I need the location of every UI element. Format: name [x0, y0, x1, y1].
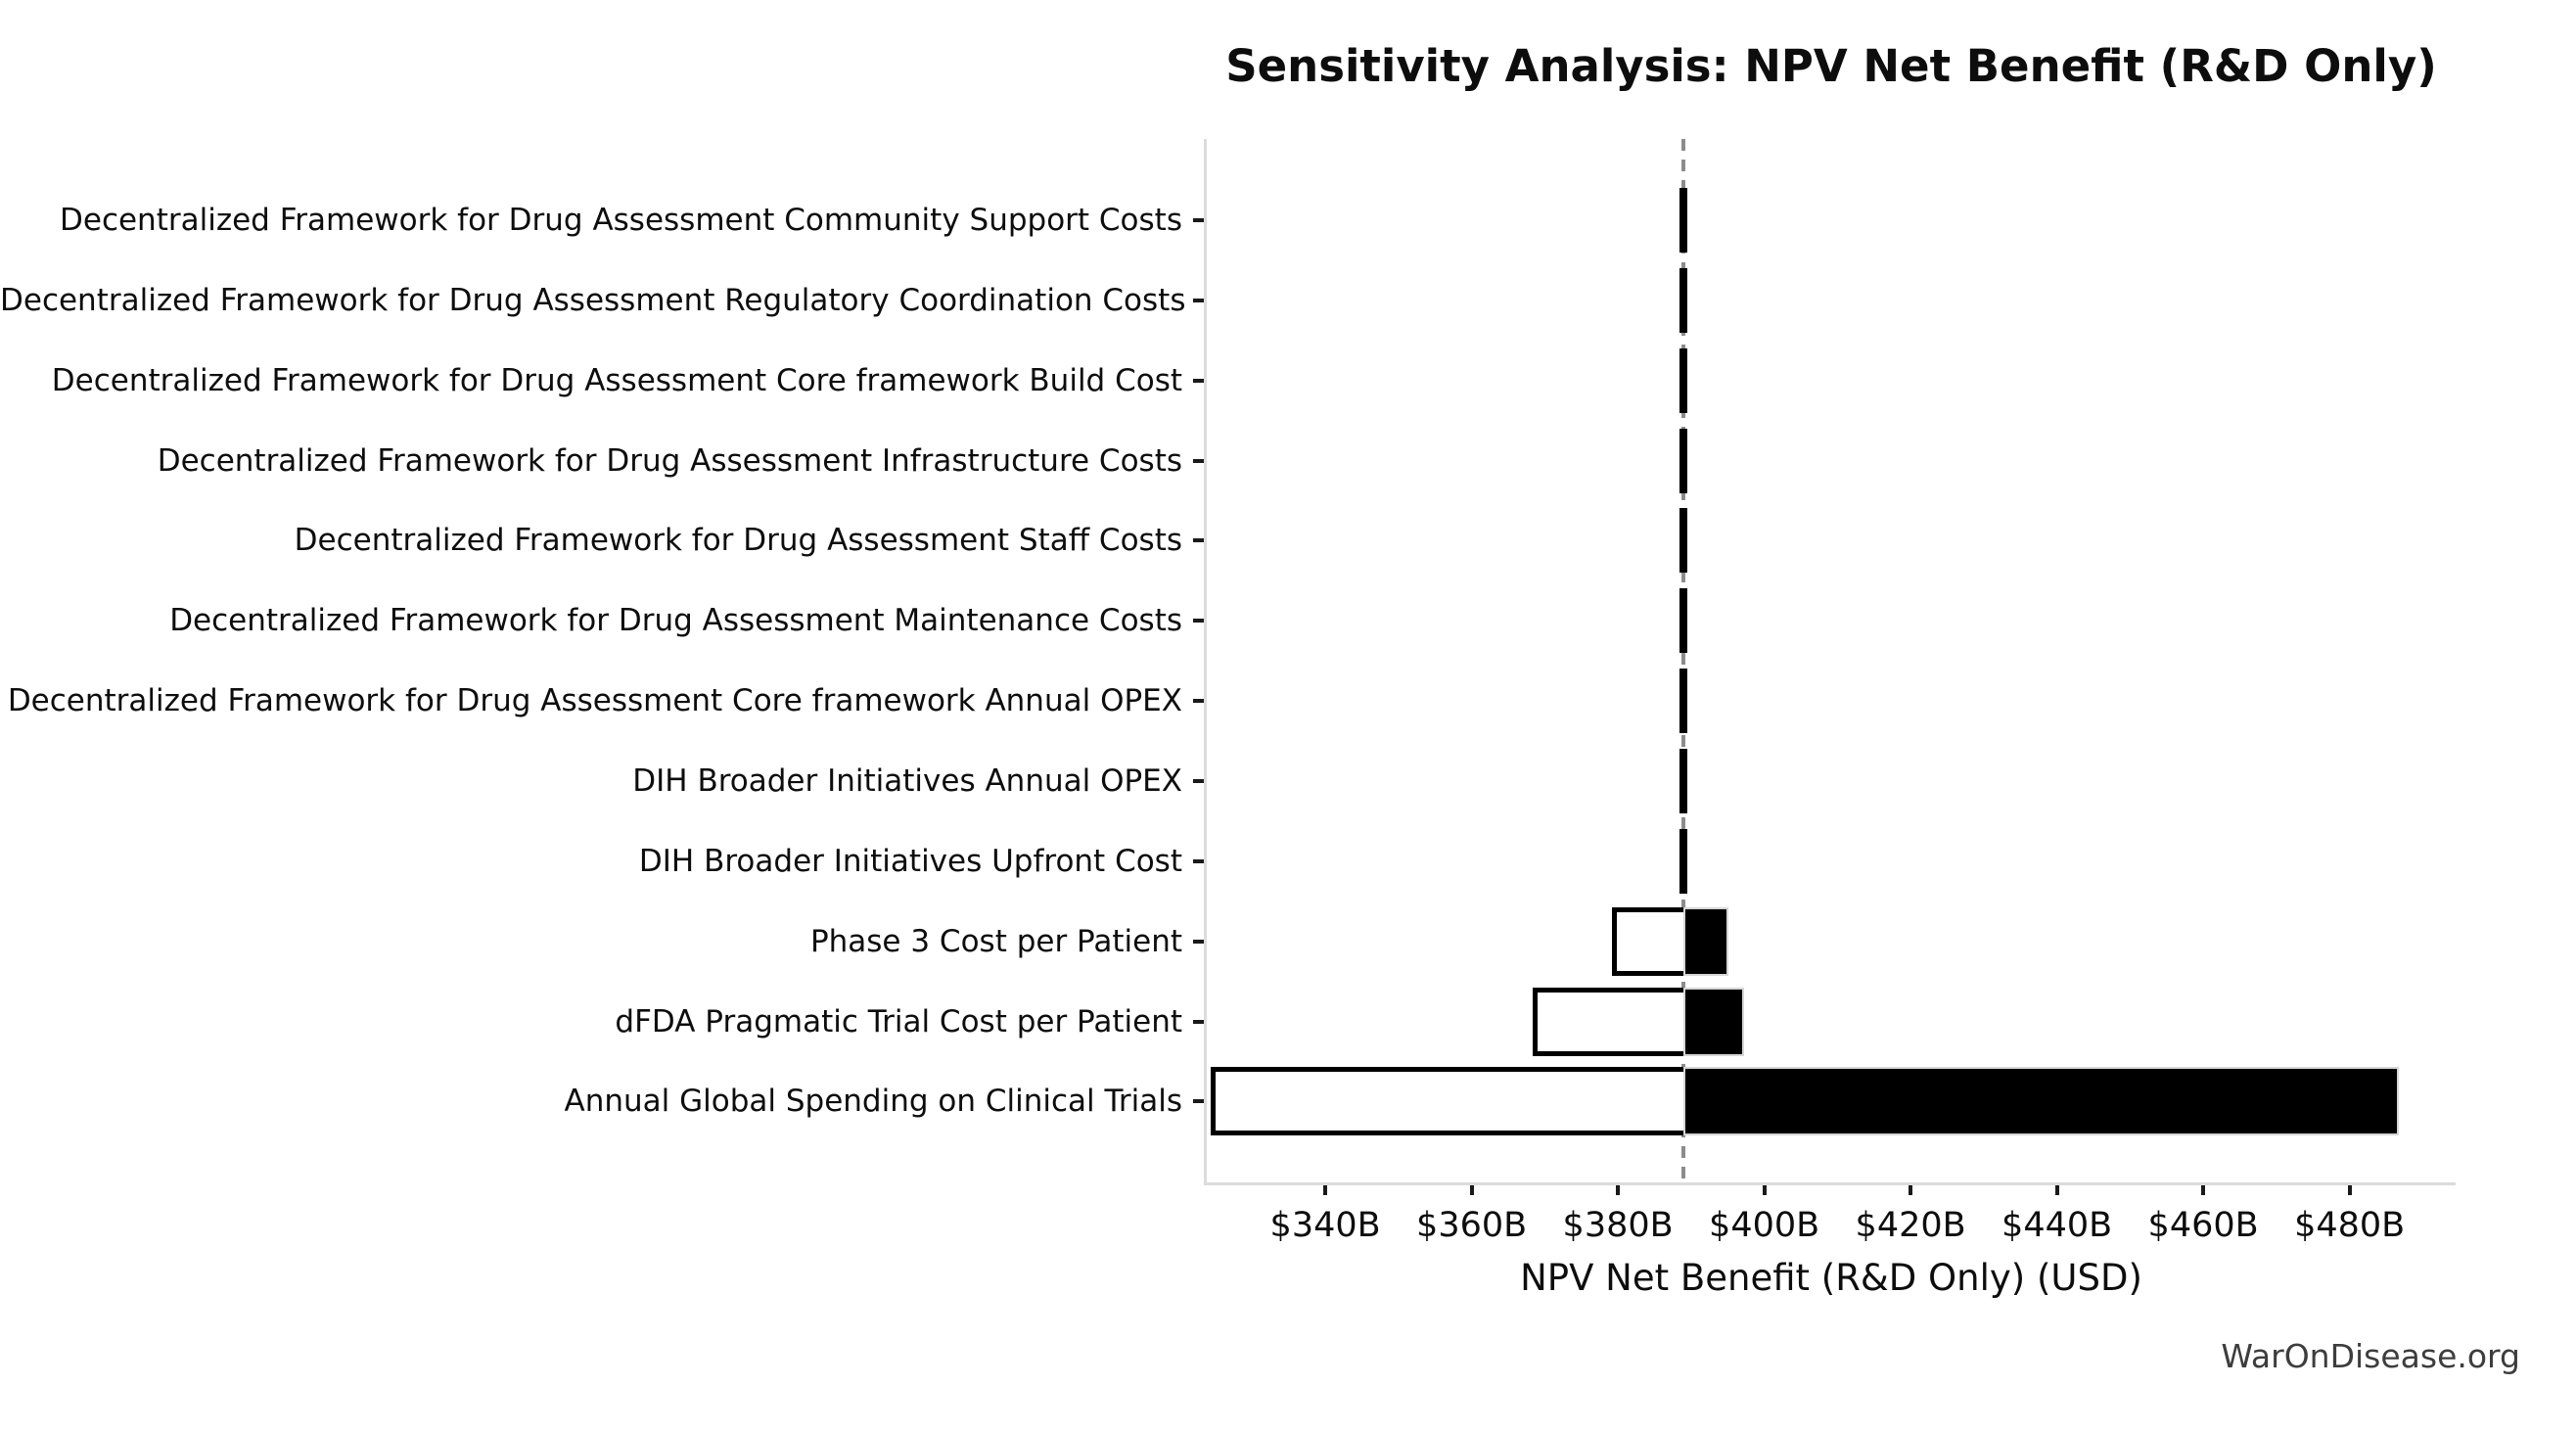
x-axis-title: NPV Net Benefit (R&D Only) (USD) [1520, 1257, 2142, 1299]
y-tick-mark [1193, 1019, 1207, 1024]
y-tick-mark [1193, 218, 1207, 222]
bar-negligible-range [1679, 188, 1688, 253]
x-tick-mark [1616, 1185, 1621, 1195]
y-tick-mark [1193, 939, 1207, 944]
y-axis-label: Decentralized Framework for Drug Assessm… [169, 603, 1182, 639]
x-tick-mark [1909, 1185, 1913, 1195]
bar-high-side [1683, 1067, 2399, 1136]
y-axis-label: dFDA Pragmatic Trial Cost per Patient [615, 1003, 1182, 1039]
bar-low-side [1532, 987, 1684, 1056]
x-tick-label: $380B [1562, 1206, 1674, 1245]
y-tick-mark [1193, 1099, 1207, 1104]
plot-area [1204, 139, 2456, 1185]
y-axis-label: Annual Global Spending on Clinical Trial… [564, 1084, 1182, 1120]
y-tick-mark [1193, 858, 1207, 863]
y-tick-mark [1193, 458, 1207, 463]
bar-negligible-range [1679, 347, 1688, 413]
y-tick-mark [1193, 778, 1207, 783]
y-axis-label: DIH Broader Initiatives Annual OPEX [632, 762, 1182, 799]
bar-negligible-range [1679, 828, 1688, 894]
x-tick-label: $440B [2001, 1206, 2113, 1245]
y-axis-spine [1204, 139, 1207, 1185]
x-tick-label: $340B [1269, 1206, 1381, 1245]
x-tick-mark [2201, 1185, 2206, 1195]
y-axis-label: Decentralized Framework for Drug Assessm… [60, 203, 1182, 238]
bar-negligible-range [1679, 748, 1688, 813]
bar-negligible-range [1679, 588, 1688, 654]
bar-negligible-range [1679, 508, 1688, 574]
bar-low-side [1612, 906, 1684, 976]
bar-high-side [1683, 906, 1728, 976]
x-tick-mark [1323, 1185, 1328, 1195]
x-tick-mark [2054, 1185, 2059, 1195]
bar-negligible-range [1679, 267, 1688, 333]
chart-title: Sensitivity Analysis: NPV Net Benefit (R… [1225, 40, 2437, 92]
x-tick-mark [1762, 1185, 1767, 1195]
x-tick-label: $360B [1416, 1206, 1528, 1245]
y-tick-mark [1193, 298, 1207, 302]
bar-negligible-range [1679, 428, 1688, 493]
y-axis-label: Decentralized Framework for Drug Assessm… [0, 282, 1186, 318]
x-tick-mark [1469, 1185, 1474, 1195]
y-tick-mark [1193, 699, 1207, 704]
y-axis-label: Decentralized Framework for Drug Assessm… [51, 362, 1182, 398]
bar-negligible-range [1679, 669, 1688, 734]
bar-high-side [1683, 987, 1744, 1056]
bar-low-side [1210, 1067, 1684, 1136]
y-axis-label: Decentralized Framework for Drug Assessm… [294, 523, 1182, 559]
watermark: WarOnDisease.org [2221, 1337, 2520, 1375]
x-tick-label: $460B [2147, 1206, 2259, 1245]
y-tick-mark [1193, 378, 1207, 383]
baseline-dashed-line [1681, 139, 1686, 1182]
x-tick-label: $480B [2294, 1206, 2406, 1245]
y-axis-label: DIH Broader Initiatives Upfront Cost [638, 843, 1182, 879]
x-tick-mark [2347, 1185, 2352, 1195]
x-axis-spine [1204, 1182, 2456, 1185]
y-axis-label: Decentralized Framework for Drug Assessm… [7, 683, 1182, 719]
y-axis-label: Phase 3 Cost per Patient [809, 923, 1182, 959]
x-tick-label: $420B [1855, 1206, 1966, 1245]
y-axis-label: Decentralized Framework for Drug Assessm… [157, 442, 1182, 479]
y-tick-mark [1193, 538, 1207, 543]
y-tick-mark [1193, 619, 1207, 624]
x-tick-label: $400B [1709, 1206, 1820, 1245]
